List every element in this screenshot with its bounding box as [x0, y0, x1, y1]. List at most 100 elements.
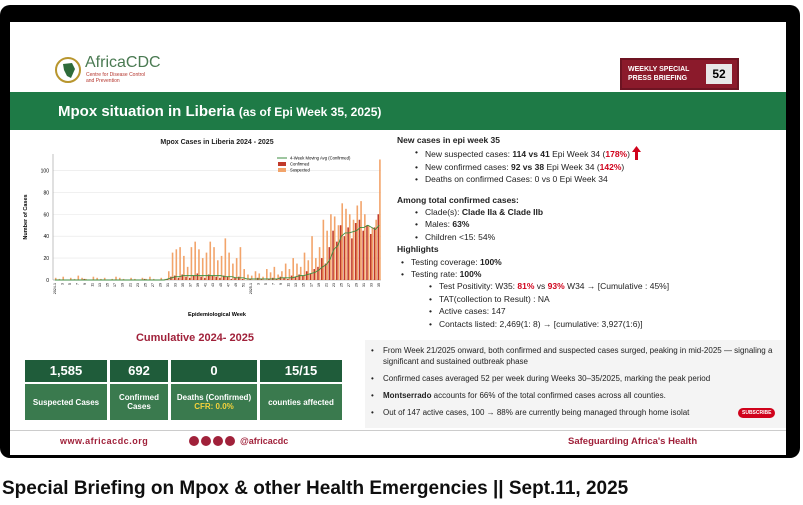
bar	[222, 275, 225, 280]
slide: AfricaCDC Centre for Disease Control and …	[10, 22, 786, 455]
bar	[115, 276, 117, 280]
x-tick-label: 7	[272, 283, 276, 285]
bullet: New suspected cases: 114 vs 41 Epi Week …	[397, 146, 669, 161]
bar	[194, 241, 196, 280]
bar	[373, 227, 376, 280]
bar	[185, 276, 187, 280]
chart: Mpox Cases in Liberia 2024 - 2025 Number …	[23, 139, 381, 318]
subscribe-button[interactable]: SUBSCRIBE	[738, 408, 776, 418]
bar	[288, 269, 291, 280]
bar	[318, 247, 321, 280]
x-tick-label: 9	[279, 283, 283, 285]
bar	[375, 219, 377, 280]
text: accounts for 66% of the total confirmed …	[431, 391, 666, 400]
bar	[238, 276, 240, 280]
notes: From Week 21/2025 onward, both confirmed…	[365, 340, 786, 428]
bar	[379, 159, 381, 280]
note: Confirmed cases averaged 52 per week dur…	[365, 373, 786, 384]
bar	[266, 269, 268, 280]
bar	[211, 275, 214, 280]
text: 178%	[605, 149, 628, 160]
stats: 1,585 Suspected Cases 692 Confirmed Cases …	[25, 360, 365, 420]
bar	[303, 252, 306, 280]
bar	[262, 276, 264, 280]
bar	[96, 277, 98, 280]
bar	[232, 263, 234, 280]
bar	[58, 278, 61, 280]
legend-label: 4-Week Moving Avg (Confirmed)	[290, 156, 351, 161]
bar	[73, 278, 76, 280]
bullet: Children <15: 54%	[397, 231, 669, 243]
bar	[92, 276, 95, 280]
bar	[177, 277, 180, 280]
text: Clade(s):	[425, 207, 462, 218]
text: Children <15: 54%	[425, 231, 496, 242]
x-tick-label: 15	[106, 283, 110, 287]
bullet: Males: 63%	[397, 218, 669, 230]
badge-line: WEEKLY SPECIAL	[628, 66, 690, 73]
bar	[324, 263, 327, 280]
bar	[69, 277, 72, 280]
bar	[152, 278, 155, 280]
x-tick-label: 45	[219, 283, 223, 287]
bar	[196, 273, 199, 280]
bar	[341, 203, 344, 280]
bar	[134, 278, 136, 280]
bar	[296, 263, 298, 280]
legend-swatch	[278, 168, 286, 172]
video-title[interactable]: Special Briefing on Mpox & other Health …	[2, 478, 629, 499]
bullet: Testing coverage: 100%	[397, 256, 669, 268]
x-tick-label: 39	[196, 283, 200, 287]
text: Males:	[425, 219, 453, 230]
x-tick-label: 21	[324, 283, 328, 287]
text: New confirmed cases:	[425, 161, 511, 172]
badge-line: PRESS BRIEFING	[628, 75, 688, 82]
x-tick-label: 5	[264, 283, 268, 285]
x-tick-label: 31	[166, 283, 170, 287]
text: Clade IIa & Clade IIb	[461, 207, 544, 218]
bar	[241, 278, 244, 280]
x-tick-label: 13	[294, 283, 298, 287]
stat: 1,585 Suspected Cases	[25, 360, 107, 420]
bar	[339, 225, 342, 280]
bar	[260, 278, 263, 280]
heading: Highlights	[397, 244, 439, 255]
bar	[348, 214, 351, 280]
x-tick-label: 49	[234, 283, 238, 287]
bar	[320, 258, 323, 280]
x-tick-label: 5	[68, 283, 72, 285]
text: TAT(collection to Result) : NA	[439, 293, 550, 304]
bar	[226, 276, 229, 280]
text: 114 vs 41	[512, 149, 550, 160]
bar	[204, 277, 206, 280]
bar	[81, 277, 83, 280]
bar	[360, 201, 362, 280]
x-tick-label: 17	[113, 283, 117, 287]
bar	[179, 247, 181, 280]
bar	[173, 275, 176, 280]
bar	[336, 241, 338, 280]
stat: 692 Confirmed Cases	[110, 360, 168, 420]
bar	[307, 260, 310, 280]
legend-swatch	[278, 162, 286, 166]
text: New suspected cases:	[425, 149, 513, 160]
bar	[171, 252, 174, 280]
y-axis-label: Number of Cases	[23, 194, 29, 239]
bar	[143, 278, 146, 280]
stat-label: counties affected	[268, 397, 334, 407]
footer-handle: @africacdc	[240, 436, 289, 446]
text: W34 → [Cumulative : 45%]	[564, 281, 670, 292]
bar	[189, 277, 191, 280]
bar	[103, 277, 106, 280]
bar	[283, 277, 285, 280]
stat-note: CFR: 0.0%	[194, 402, 234, 411]
bar	[377, 214, 380, 280]
x-tick-label: 43	[211, 283, 215, 287]
chart-title: Mpox Cases in Liberia 2024 - 2025	[160, 139, 273, 146]
x-tick-label: 35	[181, 283, 185, 287]
bar	[181, 274, 184, 280]
bar	[213, 247, 215, 280]
text: 100%	[459, 269, 482, 280]
bar	[77, 275, 80, 280]
